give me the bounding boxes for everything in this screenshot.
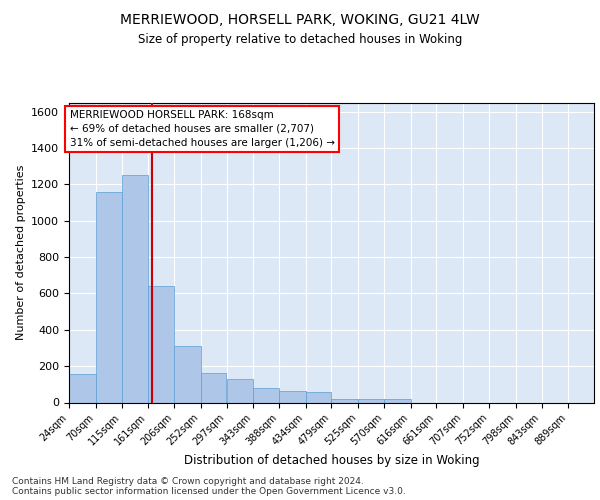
Bar	[227, 379, 253, 402]
Text: MERRIEWOOD HORSELL PARK: 168sqm
← 69% of detached houses are smaller (2,707)
31%: MERRIEWOOD HORSELL PARK: 168sqm ← 69% of…	[70, 110, 335, 148]
Text: MERRIEWOOD, HORSELL PARK, WOKING, GU21 4LW: MERRIEWOOD, HORSELL PARK, WOKING, GU21 4…	[120, 12, 480, 26]
Bar	[253, 388, 279, 402]
Bar	[121, 175, 148, 402]
Bar	[279, 390, 305, 402]
Bar	[69, 374, 95, 402]
Bar	[95, 192, 121, 402]
Text: Contains HM Land Registry data © Crown copyright and database right 2024.: Contains HM Land Registry data © Crown c…	[12, 477, 364, 486]
Bar	[384, 399, 410, 402]
Bar	[148, 286, 174, 403]
X-axis label: Distribution of detached houses by size in Woking: Distribution of detached houses by size …	[184, 454, 479, 467]
Y-axis label: Number of detached properties: Number of detached properties	[16, 165, 26, 340]
Bar	[358, 399, 384, 402]
Bar	[305, 392, 331, 402]
Text: Contains public sector information licensed under the Open Government Licence v3: Contains public sector information licen…	[12, 487, 406, 496]
Bar	[200, 374, 227, 402]
Text: Size of property relative to detached houses in Woking: Size of property relative to detached ho…	[138, 32, 462, 46]
Bar	[174, 346, 200, 403]
Bar	[331, 399, 358, 402]
